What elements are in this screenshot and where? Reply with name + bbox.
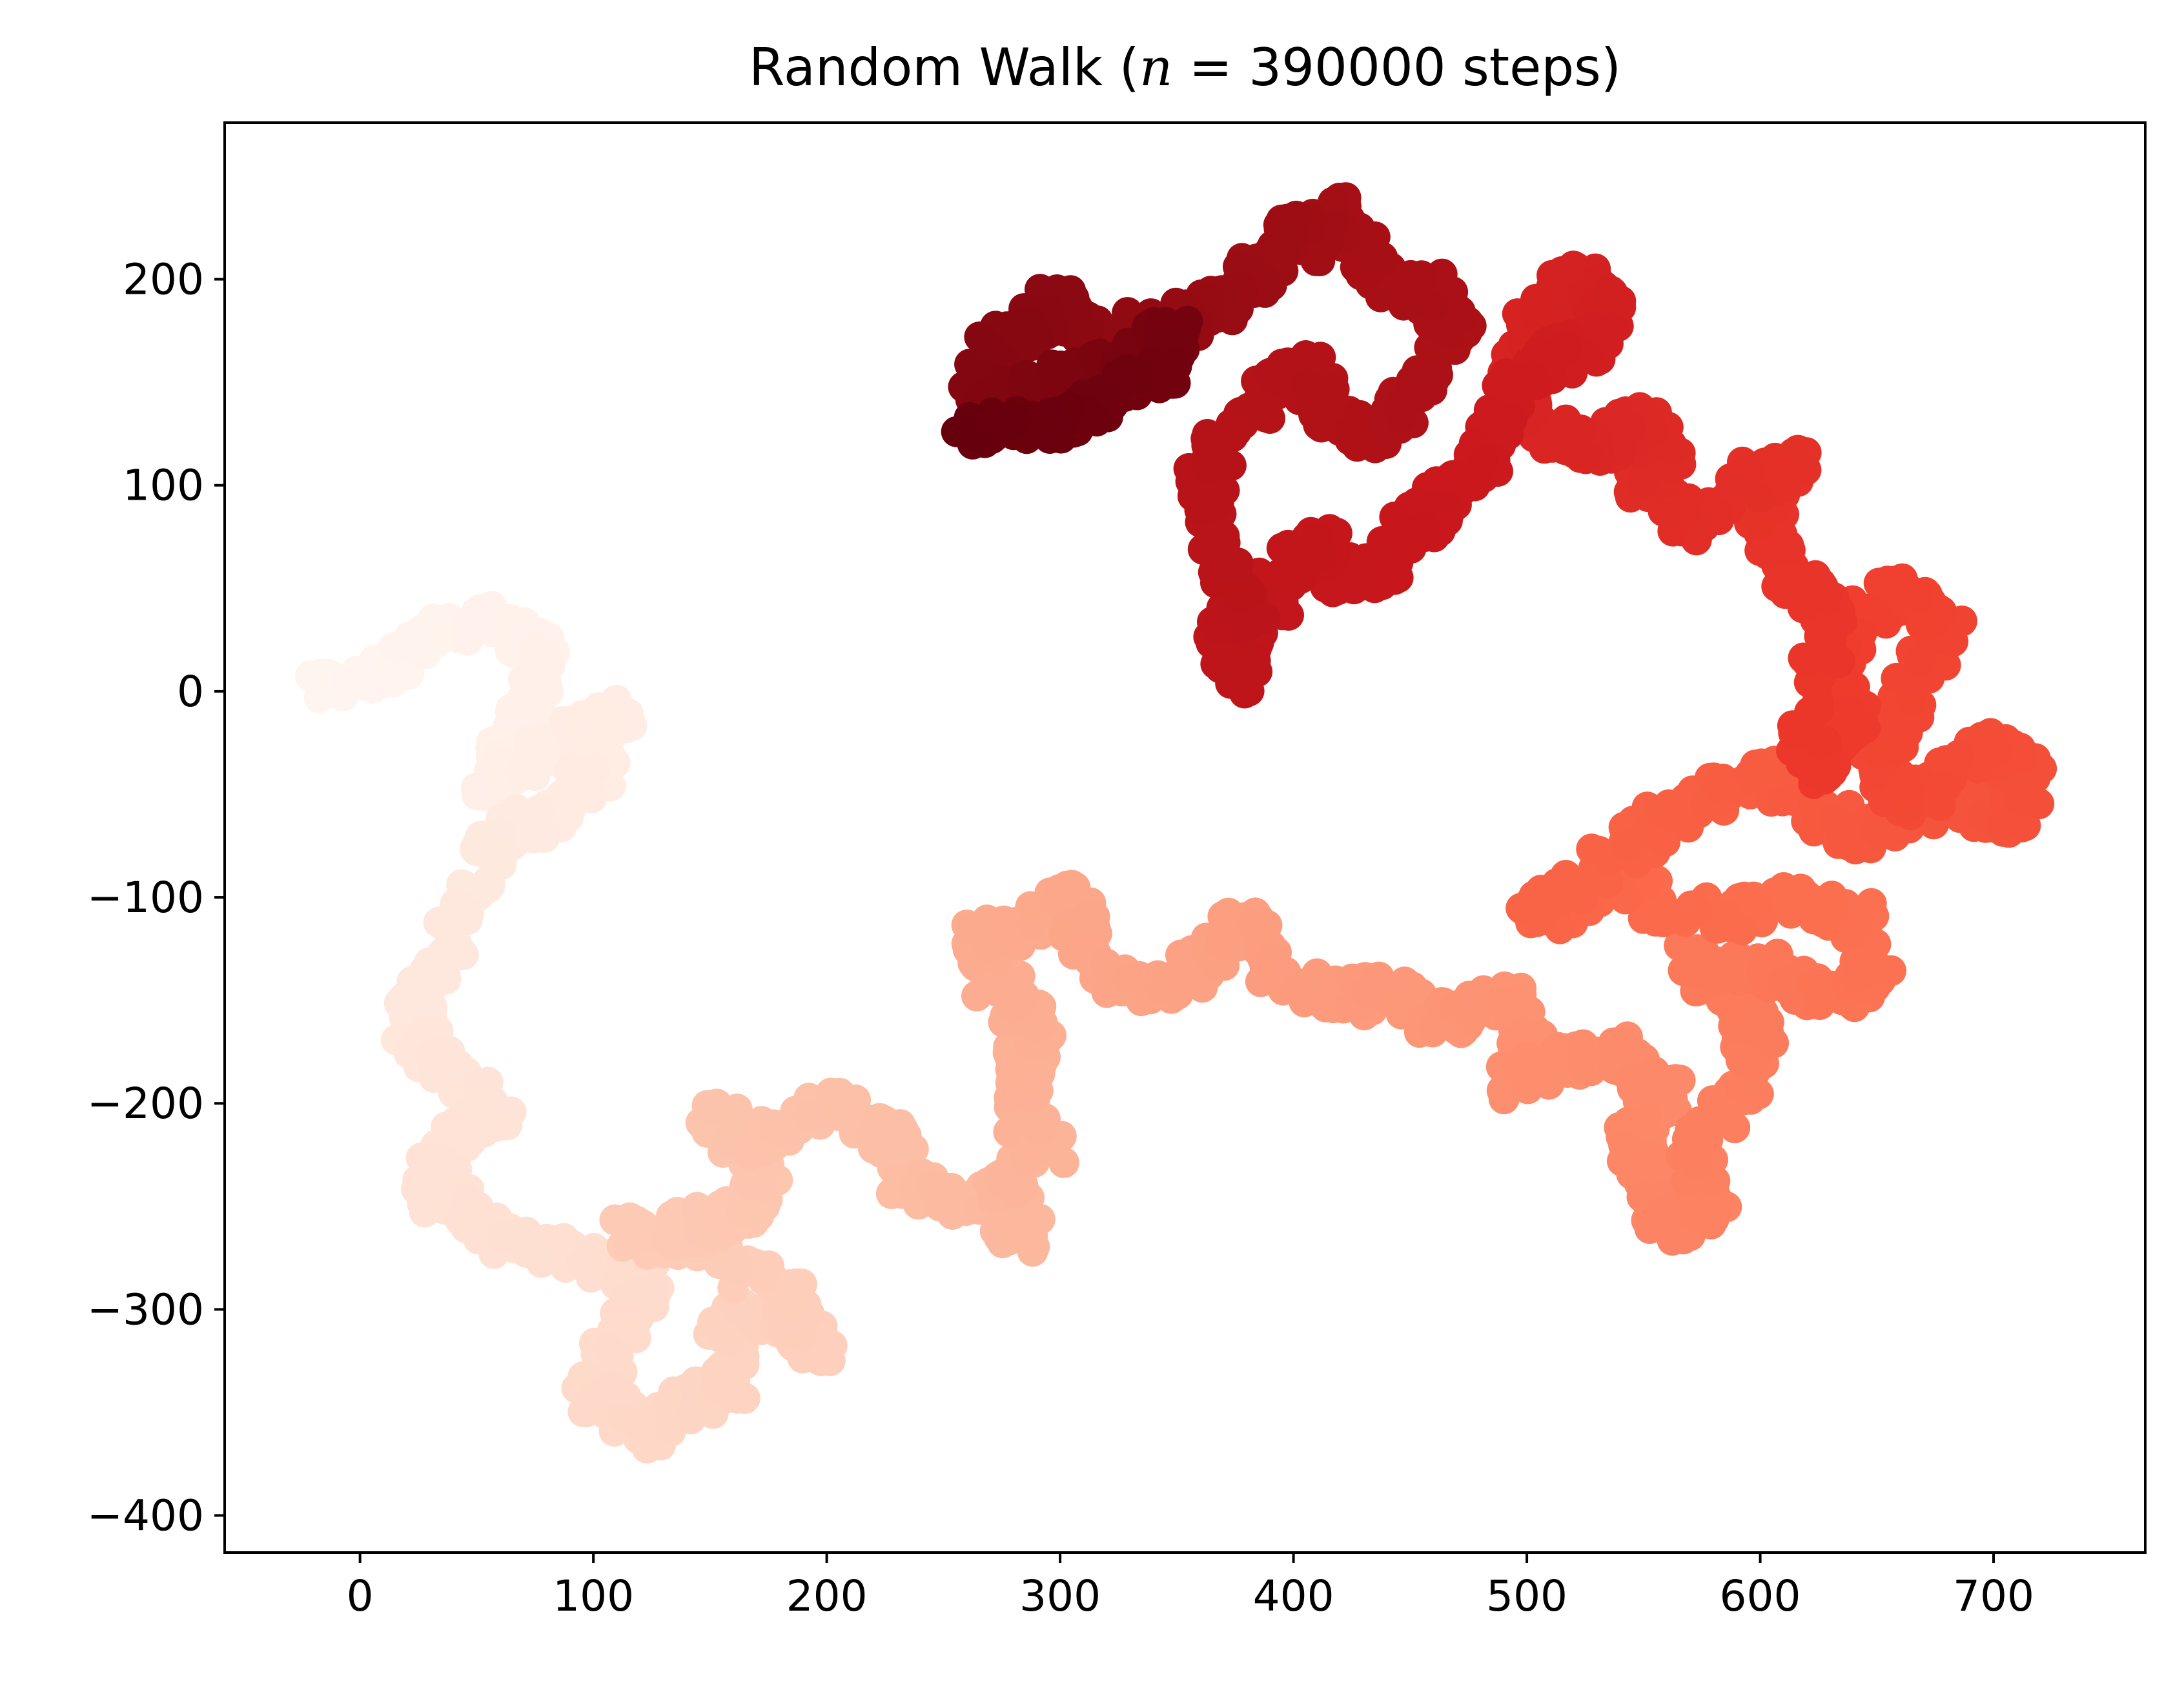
walk-point xyxy=(1817,893,1849,925)
y-axis: 200 100 0 −100 −200 −300 −400 xyxy=(87,255,225,1541)
x-axis: 0 100 200 300 400 500 600 700 xyxy=(347,1553,2034,1621)
walk-point xyxy=(951,418,983,449)
walk-point xyxy=(1937,626,1969,657)
plot-frame xyxy=(223,121,2147,1554)
plot-area xyxy=(295,182,2057,1464)
walk-point xyxy=(717,1103,749,1134)
walk-point xyxy=(1788,642,1819,674)
title-prefix: Random Walk ( xyxy=(749,37,1139,97)
x-tick-label: 200 xyxy=(786,1571,868,1621)
x-tick-label: 300 xyxy=(1019,1571,1101,1621)
y-tick-label: −100 xyxy=(87,873,204,922)
chart-title: Random Walk (n = 390000 steps) xyxy=(749,37,1621,97)
walk-point xyxy=(478,840,510,871)
title-equals: = xyxy=(1172,37,1249,97)
x-tick-label: 500 xyxy=(1486,1571,1567,1621)
walk-point xyxy=(1713,911,1745,942)
walk-point xyxy=(805,1345,837,1376)
walk-point xyxy=(414,1168,446,1199)
x-tick-label: 600 xyxy=(1720,1571,1801,1621)
walk-point xyxy=(1193,450,1225,482)
x-tick-label: 400 xyxy=(1253,1571,1334,1621)
walk-point xyxy=(729,1383,760,1414)
y-tick-label: −300 xyxy=(87,1285,204,1334)
title-count: 390000 xyxy=(1249,37,1445,97)
walk-point xyxy=(1008,1209,1039,1241)
walk-point xyxy=(694,1093,726,1125)
walk-point xyxy=(1767,785,1799,817)
walk-point xyxy=(1291,368,1322,400)
title-variable: n xyxy=(1139,37,1173,97)
x-tick-label: 700 xyxy=(1953,1571,2034,1621)
title-suffix: steps) xyxy=(1446,37,1621,97)
walk-point xyxy=(621,1206,653,1238)
walk-point xyxy=(1511,1041,1543,1073)
walk-point xyxy=(1744,482,1775,513)
y-tick-label: 100 xyxy=(123,461,204,511)
y-tick-label: 0 xyxy=(177,667,204,717)
y-tick-label: 200 xyxy=(123,255,204,305)
y-tick-label: −200 xyxy=(87,1079,204,1128)
x-tick-label: 100 xyxy=(553,1571,634,1621)
y-tick-label: −400 xyxy=(87,1491,204,1541)
walk-point xyxy=(1215,450,1247,481)
walk-point xyxy=(1904,645,1935,677)
x-tick-label: 0 xyxy=(347,1571,374,1621)
walk-point xyxy=(1598,313,1629,345)
walk-point xyxy=(1614,1040,1646,1072)
